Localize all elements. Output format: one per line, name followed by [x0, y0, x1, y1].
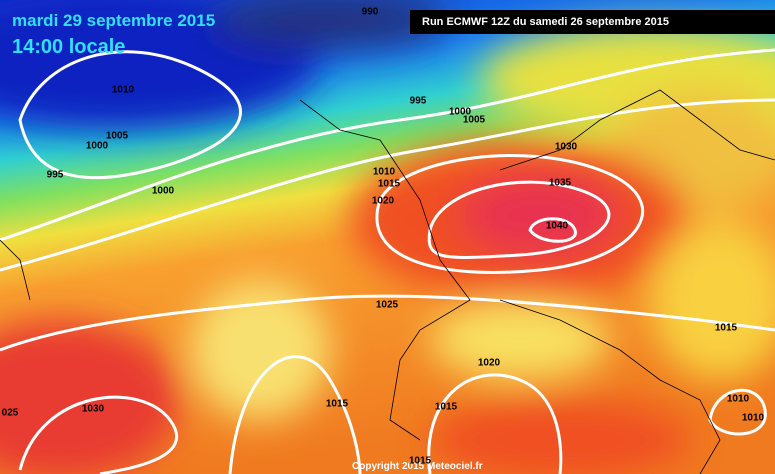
isobar-label: 025: [2, 408, 19, 419]
isobar-label: 1015: [326, 399, 349, 410]
copyright: Copyright 2015 Meteociel.fr: [352, 461, 483, 472]
isobar-label: 1000: [449, 107, 472, 118]
isobar-labels: 9901010100510009951000995100010051030101…: [2, 7, 765, 467]
coastlines: [0, 89, 775, 474]
isobar-label: 1000: [86, 141, 109, 152]
isobar-label: 1005: [463, 115, 486, 126]
map-title: mardi 29 septembre 2015: [12, 11, 215, 30]
isobar-label: 1010: [742, 413, 765, 424]
map-subtitle: 14:00 locale: [12, 36, 125, 58]
isobar-label: 1025: [376, 300, 399, 311]
isobar-label: 1015: [435, 402, 458, 413]
isobar-label: 1020: [478, 358, 501, 369]
isobar-label: 990: [362, 7, 379, 18]
isobar-label: 1020: [372, 196, 395, 207]
isobar-label: 1010: [112, 85, 135, 96]
isobar-label: 1005: [106, 131, 129, 142]
run-banner: [410, 10, 775, 34]
isobar-label: 1035: [549, 178, 572, 189]
isobar-label: 995: [410, 96, 427, 107]
isobar-label: 1015: [378, 179, 401, 190]
isobar-label: 1015: [409, 456, 432, 467]
isobar-label: 1030: [82, 404, 105, 415]
isobar-label: 1040: [546, 221, 569, 232]
isobar-label: 995: [47, 170, 64, 181]
isobar-label: 1010: [727, 394, 750, 405]
isobar-label: 1030: [555, 142, 578, 153]
isobars: [0, 48, 775, 474]
isobar-label: 1015: [715, 323, 738, 334]
isobar-label: 1010: [373, 167, 396, 178]
run-label: Run ECMWF 12Z du samedi 26 septembre 201…: [422, 16, 669, 28]
isobar-label: 1000: [152, 186, 175, 197]
